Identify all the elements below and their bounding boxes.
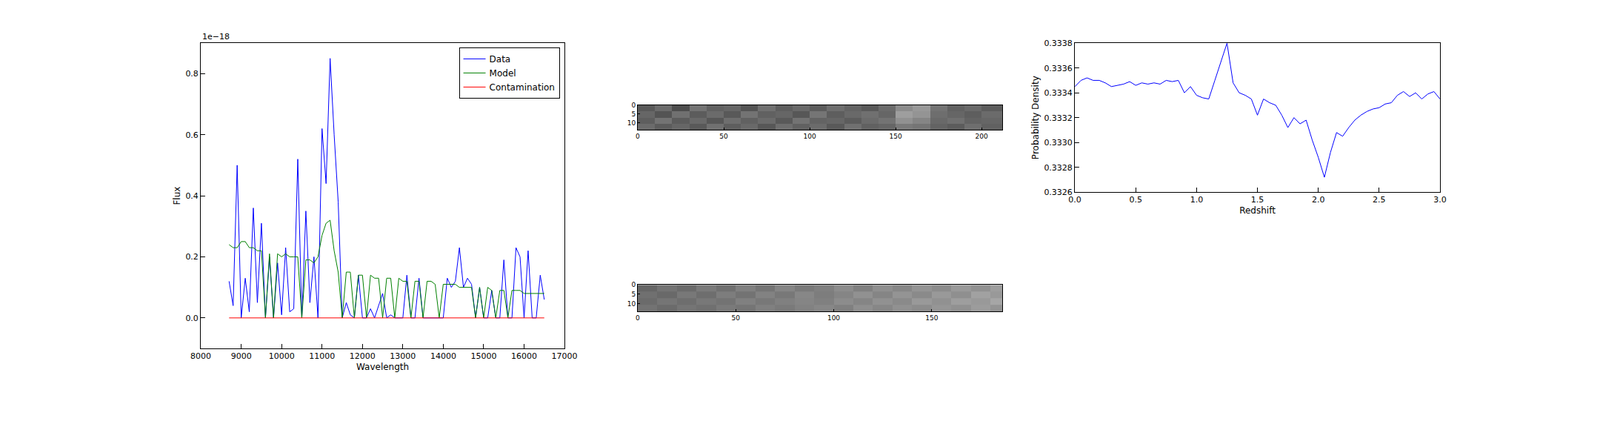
- svg-text:Data: Data: [489, 54, 512, 65]
- svg-text:Flux: Flux: [171, 186, 183, 206]
- svg-text:100: 100: [827, 314, 840, 322]
- svg-text:Contamination: Contamination: [489, 82, 555, 93]
- svg-text:0.3328: 0.3328: [1043, 162, 1073, 173]
- svg-text:0: 0: [631, 280, 636, 289]
- svg-text:16000: 16000: [511, 351, 538, 361]
- svg-text:0.3338: 0.3338: [1043, 38, 1073, 49]
- svg-text:0.3334: 0.3334: [1043, 88, 1073, 98]
- svg-text:0.4: 0.4: [185, 191, 199, 201]
- svg-text:13000: 13000: [389, 351, 416, 361]
- svg-text:0: 0: [635, 132, 640, 140]
- svg-text:9000: 9000: [231, 351, 252, 361]
- svg-text:8000: 8000: [190, 351, 212, 361]
- svg-text:14000: 14000: [430, 351, 457, 361]
- svg-text:1.5: 1.5: [1251, 194, 1265, 205]
- svg-text:10: 10: [627, 300, 637, 308]
- svg-text:0: 0: [635, 314, 640, 322]
- svg-text:Wavelength: Wavelength: [356, 361, 409, 372]
- svg-text:11000: 11000: [308, 351, 335, 361]
- svg-text:0.5: 0.5: [1128, 194, 1143, 205]
- svg-text:50: 50: [719, 132, 729, 140]
- svg-text:12000: 12000: [349, 351, 376, 361]
- svg-text:3.0: 3.0: [1433, 194, 1447, 205]
- svg-text:50: 50: [731, 314, 741, 322]
- svg-text:150: 150: [925, 314, 938, 322]
- svg-text:150: 150: [889, 132, 903, 140]
- svg-text:0.0: 0.0: [1068, 194, 1082, 205]
- svg-text:0.0: 0.0: [185, 313, 199, 323]
- svg-text:2.5: 2.5: [1372, 194, 1386, 205]
- svg-text:1e−18: 1e−18: [202, 31, 230, 42]
- svg-text:15000: 15000: [470, 351, 497, 361]
- svg-text:0.3330: 0.3330: [1043, 137, 1073, 148]
- svg-text:0.3332: 0.3332: [1043, 113, 1073, 123]
- svg-text:0: 0: [631, 101, 636, 109]
- svg-text:Probability Density: Probability Density: [1030, 75, 1041, 160]
- svg-text:0.6: 0.6: [185, 130, 199, 140]
- svg-text:100: 100: [802, 132, 816, 140]
- svg-text:0.3336: 0.3336: [1043, 63, 1073, 74]
- svg-text:Redshift: Redshift: [1239, 205, 1276, 216]
- svg-text:200: 200: [975, 132, 989, 140]
- svg-text:0.2: 0.2: [185, 251, 199, 262]
- svg-text:0.8: 0.8: [185, 68, 199, 79]
- svg-text:0.3326: 0.3326: [1043, 187, 1073, 198]
- svg-text:10: 10: [627, 119, 637, 127]
- svg-text:5: 5: [631, 290, 636, 298]
- svg-text:5: 5: [631, 110, 636, 118]
- svg-text:17000: 17000: [551, 351, 578, 361]
- svg-text:10000: 10000: [268, 351, 295, 361]
- svg-text:1.0: 1.0: [1190, 194, 1204, 205]
- svg-text:Model: Model: [489, 68, 517, 79]
- svg-text:2.0: 2.0: [1311, 194, 1326, 205]
